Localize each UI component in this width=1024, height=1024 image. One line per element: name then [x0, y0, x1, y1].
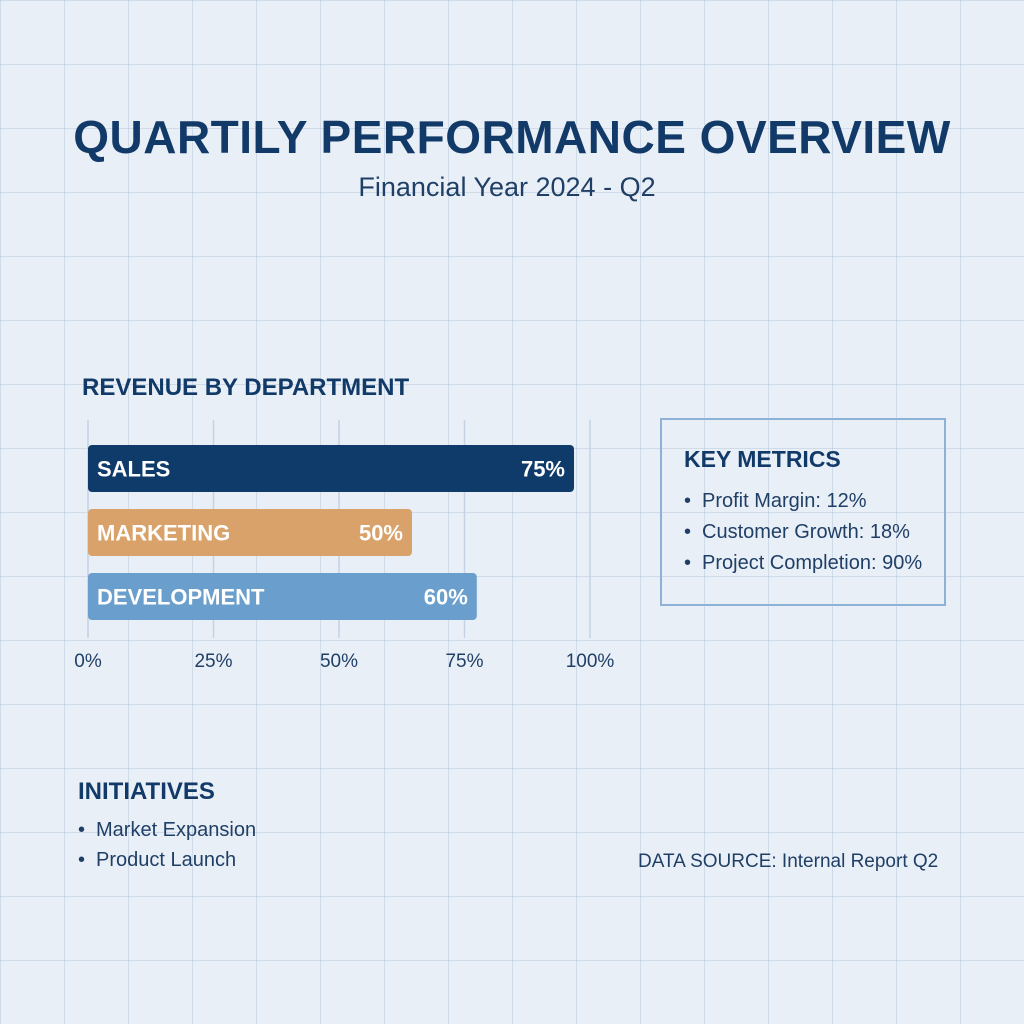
page-subtitle: Financial Year 2024 - Q2 — [358, 172, 656, 202]
initiative-item: Product Launch — [78, 845, 256, 875]
initiatives-title: INITIATIVES — [78, 778, 215, 805]
initiatives-list: Market Expansion Product Launch — [78, 815, 256, 875]
bar — [88, 573, 477, 620]
x-tick-label: 100% — [566, 651, 615, 672]
key-metrics-list: Profit Margin: 12% Customer Growth: 18% … — [684, 486, 922, 579]
key-metric-item: Project Completion: 90% — [684, 548, 922, 579]
x-tick-label: 50% — [320, 651, 358, 672]
key-metric-item: Profit Margin: 12% — [684, 486, 922, 517]
bar-value-label: 50% — [359, 521, 403, 546]
chart-title: REVENUE BY DEPARTMENT — [82, 374, 410, 401]
key-metrics-panel: KEY METRICS Profit Margin: 12% Customer … — [660, 418, 946, 606]
page-title: QUARTILY PERFORMANCE OVERVIEW — [73, 111, 951, 163]
bar-value-label: 60% — [424, 585, 468, 610]
key-metric-item: Customer Growth: 18% — [684, 517, 922, 548]
data-source-note: DATA SOURCE: Internal Report Q2 — [638, 851, 939, 872]
chart-x-axis: 0% 25% 50% 75% 100% — [74, 651, 614, 672]
bar-category-label: MARKETING — [97, 521, 230, 546]
bar-category-label: SALES — [97, 457, 170, 482]
bar-category-label: DEVELOPMENT — [97, 585, 265, 610]
initiative-item: Market Expansion — [78, 815, 256, 845]
chart-bars: SALES 75% MARKETING 50% DEVELOPMENT 60% — [88, 445, 574, 620]
x-tick-label: 0% — [74, 651, 102, 672]
key-metrics-title: KEY METRICS — [684, 446, 841, 472]
bar — [88, 509, 412, 556]
bar — [88, 445, 574, 492]
x-tick-label: 75% — [445, 651, 483, 672]
x-tick-label: 25% — [194, 651, 232, 672]
chart-grid — [87, 420, 591, 638]
bar-value-label: 75% — [521, 457, 565, 482]
